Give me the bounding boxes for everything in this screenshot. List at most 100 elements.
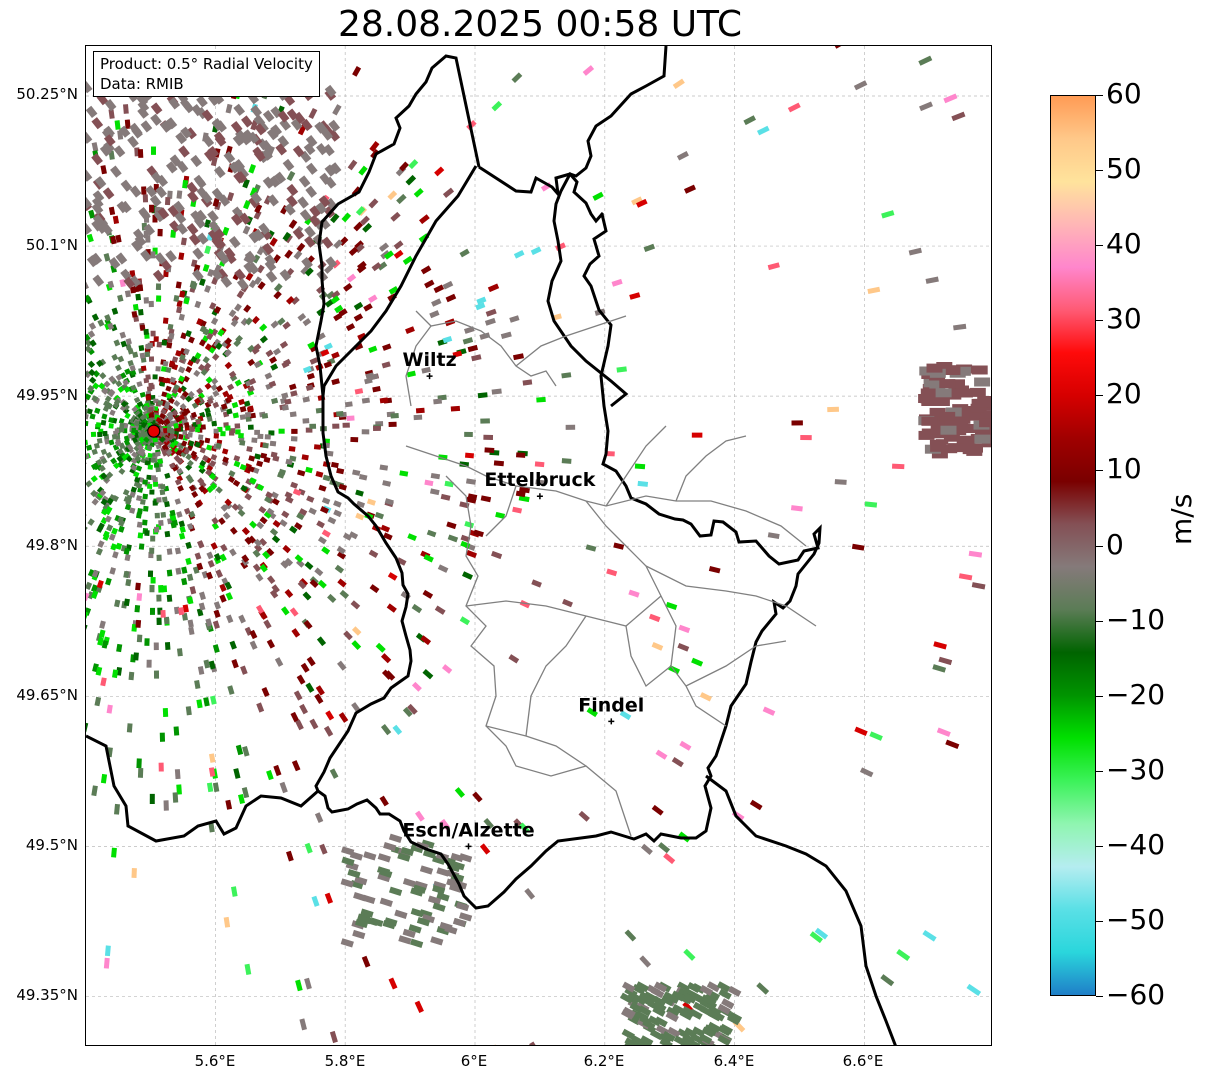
echo-bin — [178, 366, 185, 373]
echo-bin — [103, 125, 115, 138]
echo-bin — [102, 187, 115, 200]
echo-bin — [305, 185, 318, 198]
echo-bin — [450, 405, 461, 412]
echo-bin — [447, 862, 461, 873]
echo-bin — [284, 557, 294, 567]
echo-bin — [124, 445, 132, 453]
echo-bin — [689, 1008, 703, 1020]
echo-bin — [149, 204, 155, 213]
echo-bin — [230, 213, 243, 226]
echo-bin — [86, 439, 89, 446]
echo-bin — [717, 1034, 731, 1045]
echo-bin — [191, 490, 199, 498]
echo-bin — [442, 335, 453, 344]
echo-bin — [214, 237, 226, 250]
echo-bin — [207, 228, 220, 242]
echo-bin — [119, 331, 127, 339]
echo-bin — [164, 642, 171, 650]
echo-bin — [179, 353, 186, 361]
echo-bin — [434, 605, 446, 615]
echo-bin — [397, 852, 411, 862]
echo-bin — [86, 131, 93, 144]
echo-bin — [92, 462, 99, 470]
echo-bin — [329, 1030, 338, 1044]
echo-bin — [304, 225, 316, 238]
echo-bin — [361, 397, 371, 404]
echo-bin — [256, 521, 265, 530]
echo-bin — [233, 455, 241, 462]
echo-bin — [142, 479, 148, 485]
echo-bin — [138, 440, 146, 448]
echo-bin — [247, 344, 256, 353]
echo-bin — [108, 108, 115, 119]
echo-bin — [350, 600, 361, 610]
echo-bin — [271, 584, 280, 594]
echo-bin — [215, 442, 222, 449]
echo-bin — [154, 526, 160, 533]
echo-bin — [971, 398, 988, 408]
echo-bin — [368, 198, 379, 209]
echo-bin — [236, 278, 249, 291]
echo-bin — [162, 377, 169, 384]
echo-bin — [151, 146, 156, 155]
echo-bin — [220, 431, 226, 437]
echo-bin — [351, 640, 362, 651]
echo-bin — [295, 979, 303, 992]
city-label: Wiltz — [403, 349, 457, 371]
echo-bin — [640, 843, 653, 855]
echo-bin — [91, 569, 99, 578]
echo-bin — [190, 154, 203, 168]
echo-bin — [122, 379, 130, 386]
echo-bin — [408, 159, 419, 170]
echo-bin — [91, 117, 104, 130]
echo-bin — [267, 194, 279, 207]
colorbar-tick-label: −20 — [1106, 677, 1166, 711]
echo-bin — [131, 310, 138, 318]
radar-map[interactable]: Wiltz Ettelbruck Findel Esch/Alzette — [85, 45, 992, 1046]
city-marker: Findel — [578, 694, 644, 725]
echo-bin — [316, 143, 328, 156]
echo-bin — [334, 564, 345, 574]
echo-bin — [827, 406, 840, 413]
echo-bin — [136, 593, 143, 601]
echo-bin — [260, 139, 273, 153]
echo-bin — [104, 314, 112, 322]
echo-bin — [160, 120, 172, 133]
echo-bin — [968, 550, 983, 558]
echo-bin — [177, 485, 184, 492]
echo-bin — [708, 565, 721, 574]
echo-bin — [90, 475, 98, 483]
echo-bin — [338, 712, 349, 723]
echo-bin — [228, 236, 241, 249]
echo-bin — [647, 1015, 662, 1027]
echo-bin — [480, 418, 490, 424]
echo-bin — [324, 164, 337, 177]
echo-bin — [239, 212, 251, 225]
echo-bin — [104, 945, 111, 957]
city-marker: Ettelbruck — [484, 469, 596, 500]
echo-bin — [698, 1033, 713, 1045]
echo-bin — [222, 226, 230, 236]
echo-bin — [305, 682, 315, 693]
echo-bin — [142, 493, 149, 500]
colorbar-tick-label: 0 — [1106, 527, 1124, 561]
echo-bin — [86, 333, 91, 342]
echo-bin — [115, 542, 123, 550]
echo-bin — [139, 208, 151, 221]
echo-bin — [379, 795, 389, 807]
echo-bin — [402, 255, 414, 266]
colorbar-unit: m/s — [1165, 493, 1198, 545]
echo-bin — [98, 358, 107, 366]
echo-bin — [285, 458, 293, 466]
echo-bin — [325, 256, 338, 269]
echo-bin — [150, 577, 156, 584]
echo-bin — [415, 407, 425, 414]
echo-bin — [229, 526, 238, 535]
echo-bin — [274, 657, 284, 667]
echo-bin — [233, 171, 245, 184]
echo-bin — [613, 542, 625, 550]
echo-bin — [149, 194, 162, 207]
echo-bin — [297, 196, 309, 209]
echo-bin — [247, 405, 254, 412]
echo-bin — [234, 303, 242, 312]
